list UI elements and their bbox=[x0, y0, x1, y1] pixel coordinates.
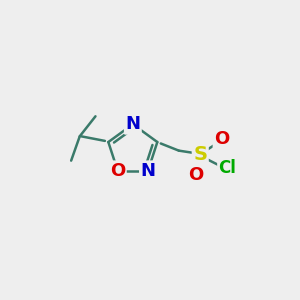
Text: N: N bbox=[125, 115, 140, 133]
Text: Cl: Cl bbox=[218, 159, 236, 177]
Text: O: O bbox=[110, 162, 125, 180]
Text: S: S bbox=[193, 146, 207, 164]
Text: O: O bbox=[188, 166, 204, 184]
Text: N: N bbox=[140, 162, 155, 180]
Text: O: O bbox=[214, 130, 229, 148]
